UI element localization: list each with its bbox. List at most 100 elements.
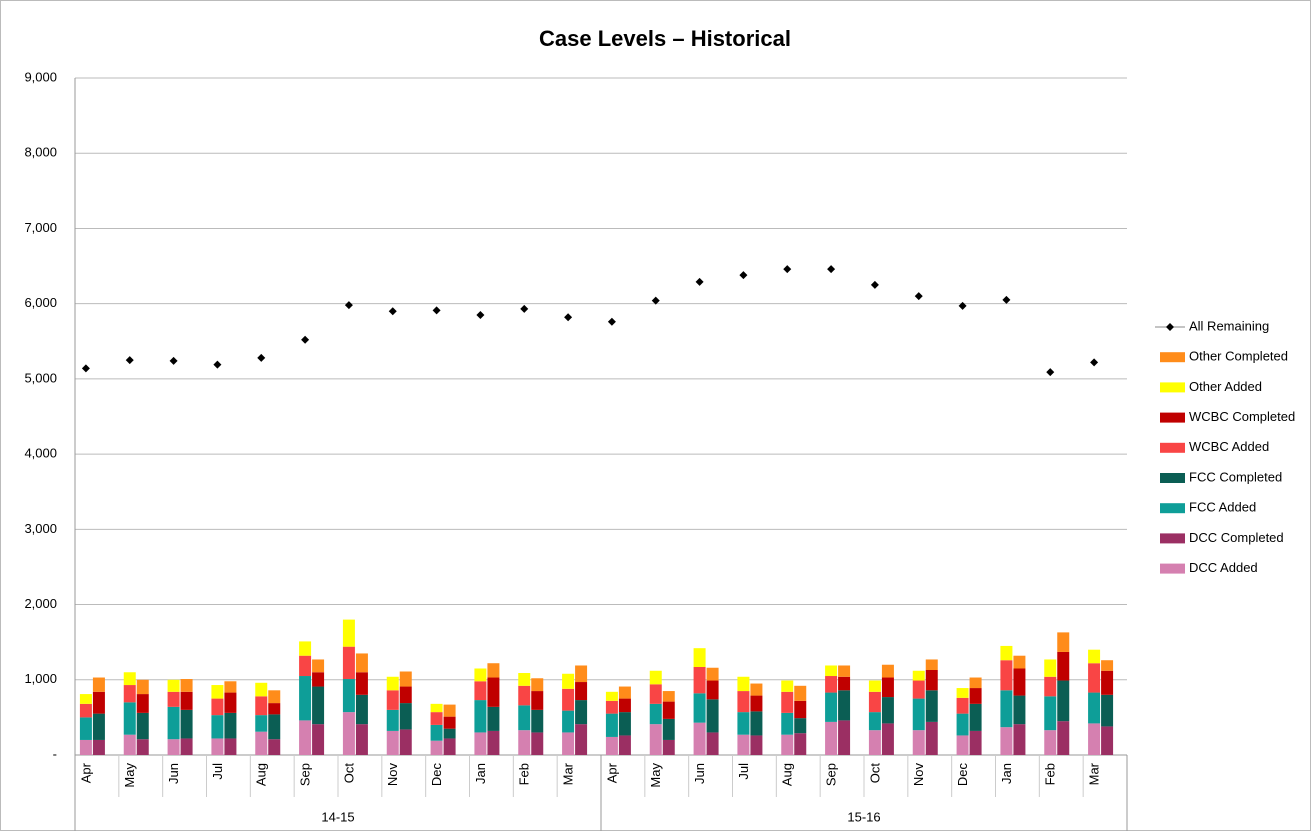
marker (607, 317, 616, 326)
bar-segment (956, 735, 969, 755)
bar-segment (1101, 726, 1114, 755)
bar-segment (1088, 692, 1101, 724)
bar-segment (312, 724, 325, 755)
bar-segment (912, 680, 925, 699)
legend-label: FCC Added (1189, 500, 1256, 515)
bar-segment (1044, 659, 1057, 677)
y-tick-label: 9,000 (24, 69, 57, 84)
bar-segment (355, 724, 368, 755)
bar-segment (1000, 727, 1013, 755)
bar-segment (969, 677, 982, 689)
bar-segment (430, 740, 443, 755)
bar-segment (399, 686, 412, 704)
bar-segment (969, 688, 982, 704)
legend-swatch (1160, 382, 1185, 393)
x-tick-label: Oct (867, 763, 882, 784)
legend-swatch (1160, 412, 1185, 423)
bar-segment (693, 666, 706, 694)
marker (476, 310, 485, 319)
bar-segment (518, 730, 531, 755)
bar-segment (838, 665, 851, 677)
x-tick-label: Nov (385, 763, 400, 787)
bar-segment (531, 732, 544, 755)
bar-segment (386, 690, 399, 710)
bar-segment (662, 718, 675, 740)
bar-segment (750, 683, 763, 696)
bar-segment (693, 693, 706, 723)
bar-segment (662, 739, 675, 755)
bar-segment (781, 712, 794, 735)
bar-segment (386, 676, 399, 691)
marker (125, 356, 134, 365)
bar-segment (969, 703, 982, 731)
y-tick-label: 5,000 (24, 370, 57, 385)
marker (695, 277, 704, 286)
bar-segment (474, 681, 487, 701)
bar-segment (575, 682, 588, 701)
bar-segment (79, 717, 92, 740)
bar-segment (211, 715, 224, 739)
x-tick-label: Jul (210, 763, 225, 780)
bar-segment (268, 690, 281, 704)
bar-segment (443, 728, 456, 739)
bar-segment (312, 672, 325, 687)
bar-segment (487, 706, 500, 731)
bar-segment (167, 679, 180, 692)
bar-segment (1101, 694, 1114, 727)
bar-segment (706, 699, 719, 733)
x-tick-label: Jul (736, 763, 751, 780)
bar-segment (925, 721, 938, 755)
bar-segment (706, 667, 719, 681)
bar-segment (838, 676, 851, 691)
bar-segment (1057, 651, 1070, 681)
bar-segment (92, 677, 105, 692)
bar-segment (180, 738, 193, 755)
bar-segment (180, 679, 193, 692)
bar-segment (956, 697, 969, 714)
marker (564, 313, 573, 322)
bar-segment (386, 730, 399, 755)
x-tick-label: Oct (341, 763, 356, 784)
x-tick-label: Dec (955, 763, 970, 787)
marker (213, 360, 222, 369)
bar-segment (531, 678, 544, 692)
y-tick-label: 3,000 (24, 521, 57, 536)
bar-segment (605, 700, 618, 714)
chart-title: Case Levels – Historical (539, 26, 791, 51)
bar-segment (224, 738, 237, 755)
marker (257, 353, 266, 362)
bar-segment (618, 735, 631, 755)
bar-segment (167, 691, 180, 707)
bar-segment (443, 738, 456, 755)
bar-segment (268, 739, 281, 755)
bar-segment (123, 734, 136, 755)
group-label: 14-15 (321, 809, 354, 824)
legend-label: Other Completed (1189, 349, 1288, 364)
bar-segment (1013, 695, 1026, 725)
bar-segment (781, 691, 794, 713)
marker (1046, 368, 1055, 377)
x-tick-label: Feb (1043, 763, 1058, 785)
bar-segment (386, 709, 399, 731)
legend-label: All Remaining (1189, 318, 1269, 333)
bar-segment (825, 665, 838, 677)
bar-segment (268, 714, 281, 740)
bar-segment (1088, 663, 1101, 693)
x-tick-label: Jun (166, 763, 181, 784)
legend-swatch (1160, 533, 1185, 544)
bar-segment (399, 729, 412, 755)
bar-segment (881, 697, 894, 724)
bar-segment (1044, 730, 1057, 755)
bar-segment (299, 655, 312, 677)
bar-segment (575, 724, 588, 755)
bar-segment (750, 711, 763, 736)
bar-segment (342, 619, 355, 647)
bar-segment (562, 688, 575, 711)
bar-segment (123, 702, 136, 735)
bar-segment (649, 724, 662, 755)
legend-label: WCBC Added (1189, 439, 1269, 454)
bar-segment (1057, 721, 1070, 755)
x-tick-label: Aug (780, 763, 795, 786)
bar-segment (881, 677, 894, 698)
bar-segment (487, 730, 500, 755)
